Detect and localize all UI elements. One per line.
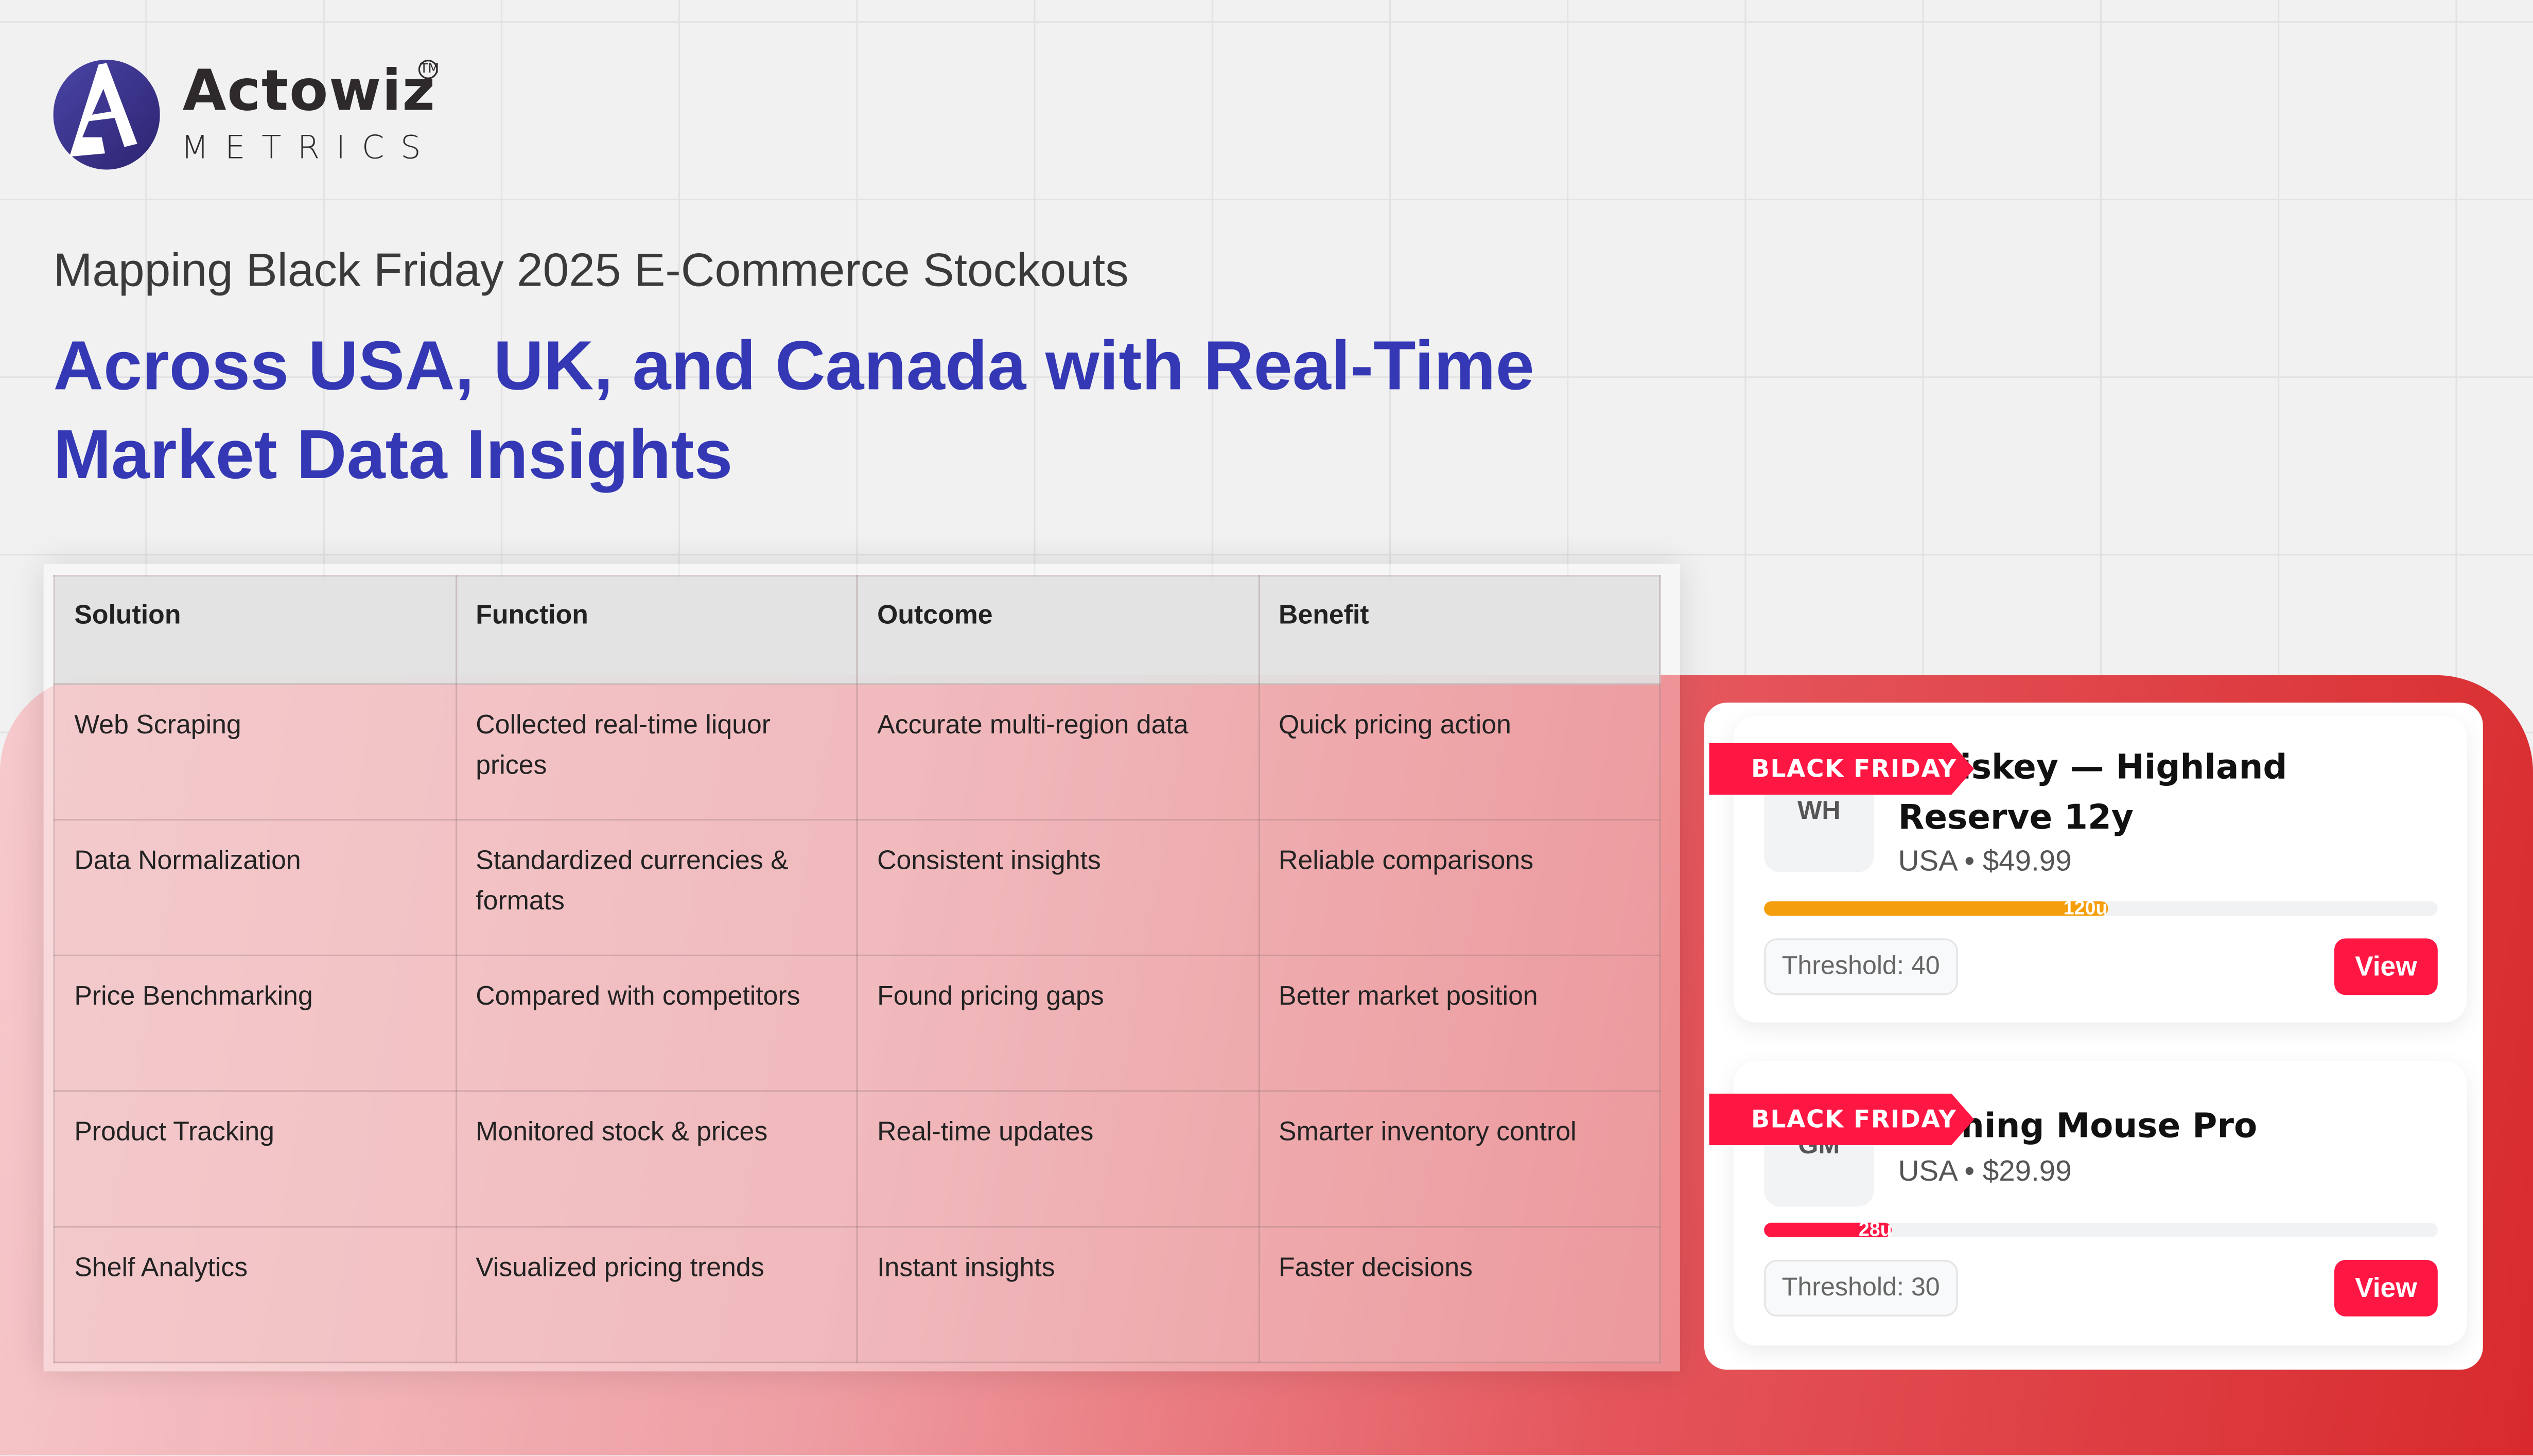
table-cell: Data Normalization bbox=[53, 819, 457, 956]
table-cell: Web Scraping bbox=[53, 683, 457, 821]
view-button[interactable]: View bbox=[2334, 938, 2438, 995]
table-row: Price Benchmarking Compared with competit… bbox=[53, 954, 1661, 1092]
stock-progress-fill: 120u bbox=[1764, 897, 2108, 919]
table-cell: Better market position bbox=[1257, 954, 1661, 1092]
product-meta: USA • $29.99 bbox=[1898, 1154, 2072, 1187]
stock-label: 120u bbox=[2063, 896, 2108, 919]
table-cell: Faster decisions bbox=[1257, 1226, 1661, 1363]
table-cell: Found pricing gaps bbox=[856, 954, 1260, 1092]
product-name: Gaming Mouse Pro bbox=[1898, 1106, 2258, 1146]
table-cell: Collected real-time liquor prices bbox=[455, 683, 858, 821]
table-cell: Product Tracking bbox=[53, 1090, 457, 1228]
table-cell: Shelf Analytics bbox=[53, 1226, 457, 1363]
product-meta: USA • $49.99 bbox=[1898, 845, 2072, 878]
table-row: Data Normalization Standardized currencie… bbox=[53, 819, 1661, 956]
table-cell: Monitored stock & prices bbox=[455, 1090, 858, 1228]
threshold-badge: Threshold: 40 bbox=[1764, 938, 1958, 995]
table-header-row: Solution Function Outcome Benefit bbox=[53, 575, 1661, 685]
table-cell: Reliable comparisons bbox=[1257, 819, 1661, 956]
black-friday-badge: BLACK FRIDAY bbox=[1709, 1093, 1975, 1146]
view-button[interactable]: View bbox=[2334, 1259, 2438, 1317]
table-row: Web Scraping Collected real-time liquor p… bbox=[53, 683, 1661, 821]
brand-tagline: METRICS bbox=[181, 127, 438, 167]
brand-name: Actowiz bbox=[182, 60, 436, 125]
table-cell: Standardized currencies & formats bbox=[455, 819, 858, 956]
threshold-badge: Threshold: 30 bbox=[1764, 1259, 1958, 1317]
stock-progress-bar: 28u bbox=[1764, 1218, 2438, 1240]
stock-progress-fill: 28u bbox=[1764, 1218, 1892, 1240]
table-cell: Price Benchmarking bbox=[53, 954, 457, 1092]
table-cell: Accurate multi-region data bbox=[856, 683, 1260, 821]
solutions-table-panel: Solution Function Outcome Benefit Web Sc… bbox=[43, 564, 1680, 1372]
product-cards-panel: BLACK FRIDAY WH Whiskey — Highland Reser… bbox=[1704, 703, 2483, 1370]
table-cell: Quick pricing action bbox=[1257, 683, 1661, 821]
product-card: BLACK FRIDAY WH Whiskey — Highland Reser… bbox=[1709, 715, 2467, 1023]
table-row: Product Tracking Monitored stock & prices… bbox=[53, 1090, 1661, 1228]
table-cell: Consistent insights bbox=[856, 819, 1260, 956]
black-friday-badge: BLACK FRIDAY bbox=[1709, 743, 1975, 795]
stock-progress-bar: 120u bbox=[1764, 897, 2438, 919]
column-header: Solution bbox=[53, 575, 457, 685]
product-name: Whiskey — Highland Reserve 12y bbox=[1898, 748, 2287, 837]
actowiz-logo-icon bbox=[53, 60, 160, 170]
page-subtitle: Mapping Black Friday 2025 E-Commerce Sto… bbox=[53, 245, 1129, 297]
column-header: Benefit bbox=[1257, 575, 1661, 685]
table-cell: Instant insights bbox=[856, 1226, 1260, 1363]
stock-label: 28u bbox=[1858, 1218, 1892, 1241]
table-cell: Visualized pricing trends bbox=[455, 1226, 858, 1363]
page-title: Across USA, UK, and Canada with Real-Tim… bbox=[53, 328, 1534, 495]
product-card: BLACK FRIDAY GM Gaming Mouse Pro USA • $… bbox=[1709, 1061, 2467, 1346]
trademark-mark: TM bbox=[418, 60, 439, 79]
column-header: Outcome bbox=[856, 575, 1260, 685]
column-header: Function bbox=[455, 575, 858, 685]
table-cell: Real-time updates bbox=[856, 1090, 1260, 1228]
solutions-table: Solution Function Outcome Benefit Web Sc… bbox=[53, 575, 1661, 1363]
table-row: Shelf Analytics Visualized pricing trends… bbox=[53, 1226, 1661, 1363]
table-cell: Smarter inventory control bbox=[1257, 1090, 1661, 1228]
table-cell: Compared with competitors bbox=[455, 954, 858, 1092]
